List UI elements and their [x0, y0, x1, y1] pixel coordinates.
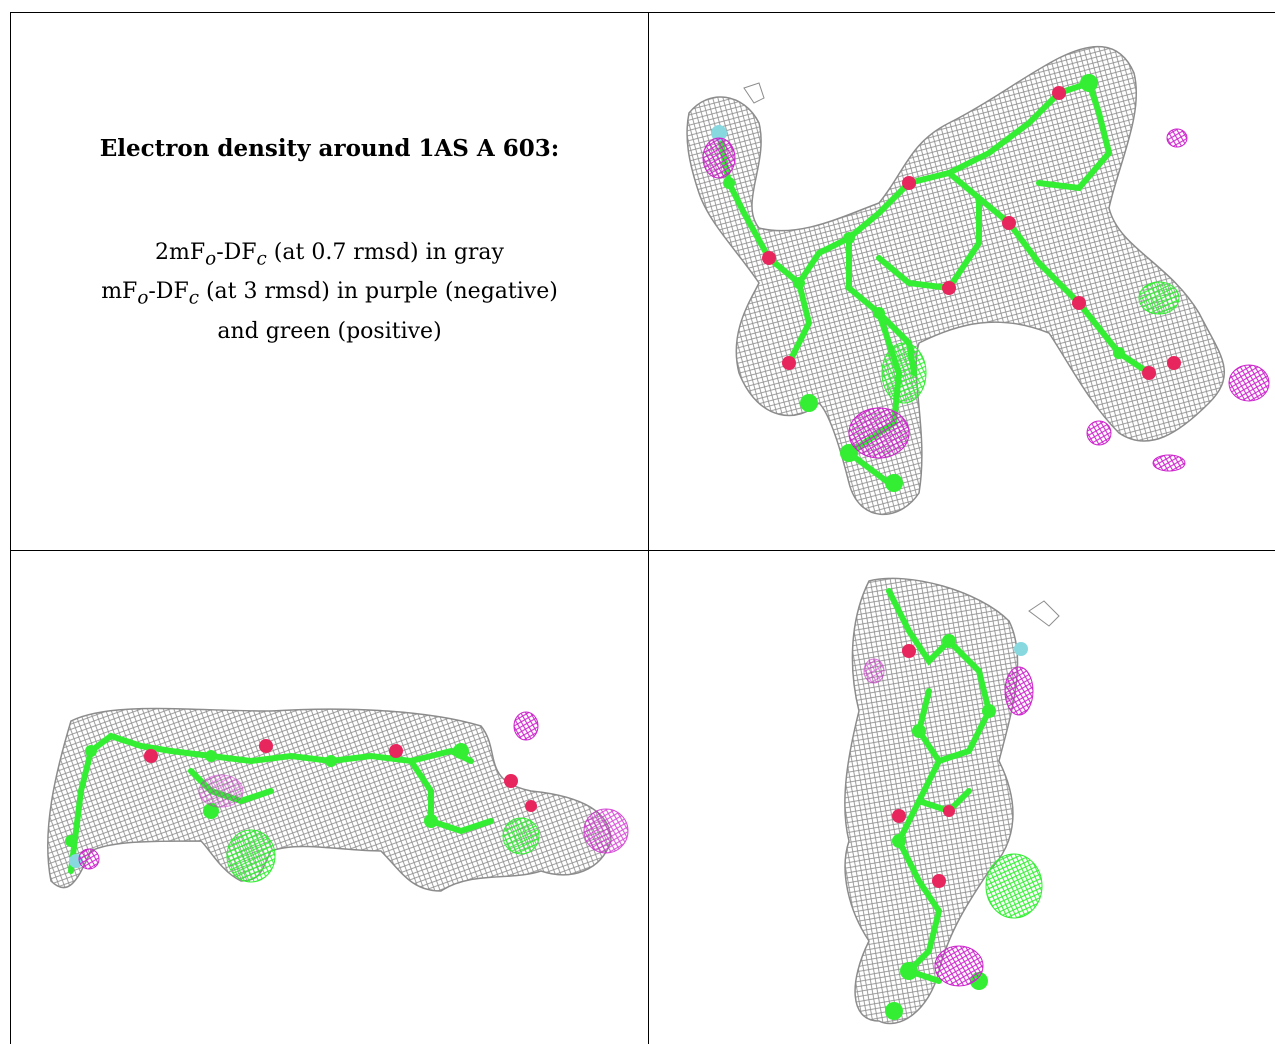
- legend-line-2fofc: 2mFo-DFc (at 0.7 rmsd) in gray: [101, 236, 558, 275]
- electron-density-map-icon: [844, 577, 1060, 1025]
- table-border-top: [10, 12, 1275, 13]
- figure-title: Electron density around 1AS A 603:: [99, 135, 560, 162]
- view-bottom-right: [649, 551, 1275, 1044]
- legend-term: mF: [101, 279, 138, 305]
- view-top-right: [649, 13, 1275, 550]
- caption-cell: Electron density around 1AS A 603: 2mFo-…: [11, 13, 648, 550]
- table-row-divider: [10, 550, 1275, 551]
- legend-term: -DF: [216, 240, 257, 265]
- legend-subscript: c: [188, 287, 199, 309]
- legend-term: 2mF: [155, 240, 206, 265]
- electron-density-map-icon: [47, 707, 629, 892]
- legend-line-fofc: mFo-DFc (at 3 rmsd) in purple (negative): [101, 275, 558, 314]
- table-column-divider: [648, 12, 649, 1044]
- map-legend: 2mFo-DFc (at 0.7 rmsd) in gray mFo-DFc (…: [101, 236, 558, 348]
- table-border-left: [10, 12, 11, 1044]
- legend-subscript: c: [256, 248, 267, 270]
- legend-description: (at 0.7 rmsd) in gray: [266, 240, 504, 265]
- legend-term: -DF: [148, 279, 189, 305]
- legend-subscript: o: [137, 287, 149, 309]
- legend-line-colors: and green (positive): [217, 318, 442, 344]
- density-figure-table: Electron density around 1AS A 603: 2mFo-…: [10, 12, 1275, 1044]
- electron-density-map-icon: [686, 45, 1270, 516]
- view-bottom-left: [11, 551, 648, 1044]
- legend-subscript: o: [205, 248, 217, 270]
- legend-description: (at 3 rmsd) in purple (negative): [198, 279, 558, 305]
